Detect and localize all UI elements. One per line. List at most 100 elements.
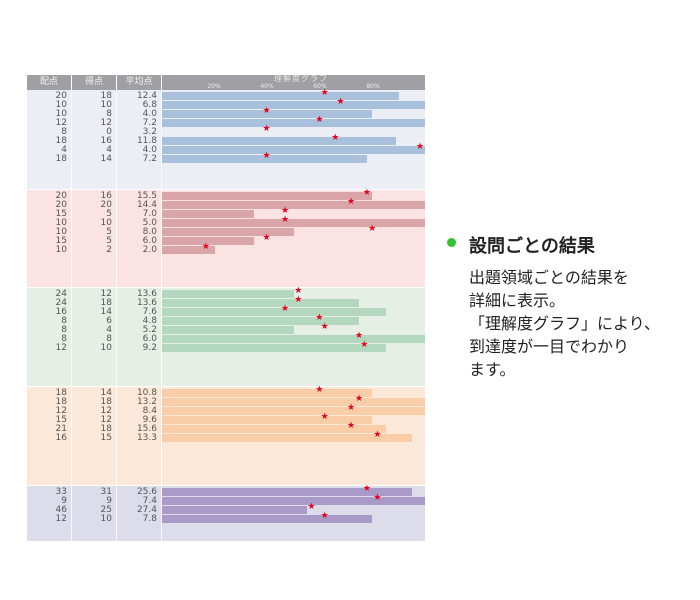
score-bar	[162, 192, 372, 200]
score-bar	[162, 137, 396, 145]
haiten-cell: 20	[55, 91, 67, 101]
average-star-icon: ★	[320, 412, 329, 422]
average-star-icon: ★	[294, 286, 303, 296]
table-row: 18 16 11.8 ★	[27, 133, 425, 146]
score-bar	[162, 389, 372, 397]
tick-80: 80%	[366, 83, 380, 90]
haiten-cell: 24	[55, 289, 67, 299]
table-row: 8 6 4.8 ★	[27, 314, 425, 326]
haiten-cell: 15	[55, 415, 67, 425]
heikin-cell: 6.0	[142, 334, 157, 344]
score-bar	[162, 210, 254, 218]
table-row: 15 5 6.0 ★	[27, 233, 425, 246]
table-row: 12 12 7.2 ★	[27, 116, 425, 128]
tokuten-cell: 10	[100, 218, 112, 228]
heikin-cell: 15.5	[136, 191, 157, 201]
tick-20: 20%	[207, 83, 221, 90]
average-star-icon: ★	[368, 224, 377, 234]
heikin-cell: 6.8	[142, 100, 157, 110]
score-bar	[162, 290, 294, 298]
tokuten-cell: 18	[100, 424, 112, 434]
heikin-cell: 9.6	[142, 415, 157, 425]
heikin-header: 平均点	[125, 77, 153, 87]
column-divider	[71, 486, 72, 541]
description-line: 詳細に表示。	[469, 291, 566, 310]
tokuten-cell: 20	[100, 200, 112, 210]
haiten-cell: 10	[55, 218, 67, 228]
haiten-cell: 46	[55, 505, 67, 515]
section-green: 24 12 13.6 ★ 24 18 13.6 ★ 16 14 7.6 ★ 8 6 4.8 ★ 8 4 5.2 ★ 8 8…	[27, 286, 425, 386]
tokuten-cell: 12	[100, 415, 112, 425]
table-row: 12 12 8.4 ★	[27, 404, 425, 416]
table-row: 16 15 13.3 ★	[27, 431, 425, 443]
heikin-cell: 7.2	[142, 118, 157, 128]
column-divider	[161, 387, 162, 485]
table-row: 8 8 6.0 ★	[27, 331, 425, 344]
table-row: 18 14 7.2 ★	[27, 151, 425, 164]
column-divider	[161, 190, 162, 287]
score-bar	[162, 335, 425, 343]
haiten-header: 配点	[39, 77, 58, 87]
average-star-icon: ★	[281, 215, 290, 225]
tokuten-cell: 8	[106, 109, 112, 119]
score-bar	[162, 434, 412, 442]
average-star-icon: ★	[320, 88, 329, 98]
description-line: ます。	[469, 360, 516, 379]
tokuten-cell: 0	[106, 127, 112, 137]
heikin-cell: 8.4	[142, 406, 157, 416]
haiten-cell: 24	[55, 298, 67, 308]
haiten-cell: 8	[61, 334, 67, 344]
tokuten-cell: 15	[100, 433, 112, 443]
average-star-icon: ★	[331, 133, 340, 143]
heikin-cell: 15.6	[136, 424, 157, 434]
score-bar	[162, 407, 425, 415]
score-bar	[162, 299, 359, 307]
heikin-cell: 3.2	[142, 127, 157, 137]
score-bar	[162, 110, 372, 118]
tokuten-cell: 4	[106, 145, 112, 155]
tokuten-cell: 8	[106, 334, 112, 344]
column-divider	[116, 288, 117, 386]
tokuten-cell: 25	[100, 505, 112, 515]
tokuten-header: 得点	[84, 77, 103, 87]
score-bar	[162, 515, 372, 523]
average-star-icon: ★	[262, 124, 271, 134]
heikin-cell: 13.6	[136, 289, 157, 299]
table-row: 8 4 5.2 ★	[27, 323, 425, 335]
column-divider	[71, 387, 72, 485]
haiten-cell: 20	[55, 191, 67, 201]
average-star-icon: ★	[262, 151, 271, 161]
tokuten-cell: 5	[106, 236, 112, 246]
heikin-cell: 9.2	[142, 343, 157, 353]
column-divider	[116, 486, 117, 541]
average-star-icon: ★	[294, 295, 303, 305]
table-row: 4 4 4.0 ★	[27, 142, 425, 155]
haiten-cell: 15	[55, 209, 67, 219]
tokuten-cell: 14	[100, 307, 112, 317]
tokuten-cell: 5	[106, 209, 112, 219]
tick-60: 60%	[313, 83, 327, 90]
score-bar	[162, 119, 425, 127]
average-star-icon: ★	[354, 331, 364, 341]
heikin-cell: 4.8	[142, 316, 157, 326]
score-bar	[162, 344, 386, 352]
haiten-cell: 10	[55, 100, 67, 110]
haiten-cell: 18	[55, 154, 67, 164]
description-line: 到達度が一目でわかり	[469, 337, 630, 356]
heikin-cell: 27.4	[136, 505, 157, 515]
table-row: 10 10 5.0 ★	[27, 215, 425, 228]
average-star-icon: ★	[262, 233, 271, 243]
section-red: 20 16 15.5 ★ 20 20 14.4 ★ 15 5 7.0 ★ 10 10 5.0 ★ 10 5 8.0 ★…	[27, 189, 425, 287]
heikin-cell: 8.0	[142, 227, 157, 237]
haiten-cell: 20	[55, 200, 67, 210]
table-row: 46 25 27.4 ★	[27, 503, 425, 515]
heikin-cell: 10.8	[136, 388, 157, 398]
average-star-icon: ★	[415, 142, 425, 152]
table-row: 20 16 15.5 ★	[27, 189, 425, 201]
score-bar	[162, 92, 399, 100]
table-row: 18 18 13.2 ★	[27, 395, 425, 407]
tokuten-cell: 31	[100, 487, 112, 497]
score-bar	[162, 308, 386, 316]
heikin-cell: 7.2	[142, 154, 157, 164]
score-bar	[162, 146, 425, 154]
